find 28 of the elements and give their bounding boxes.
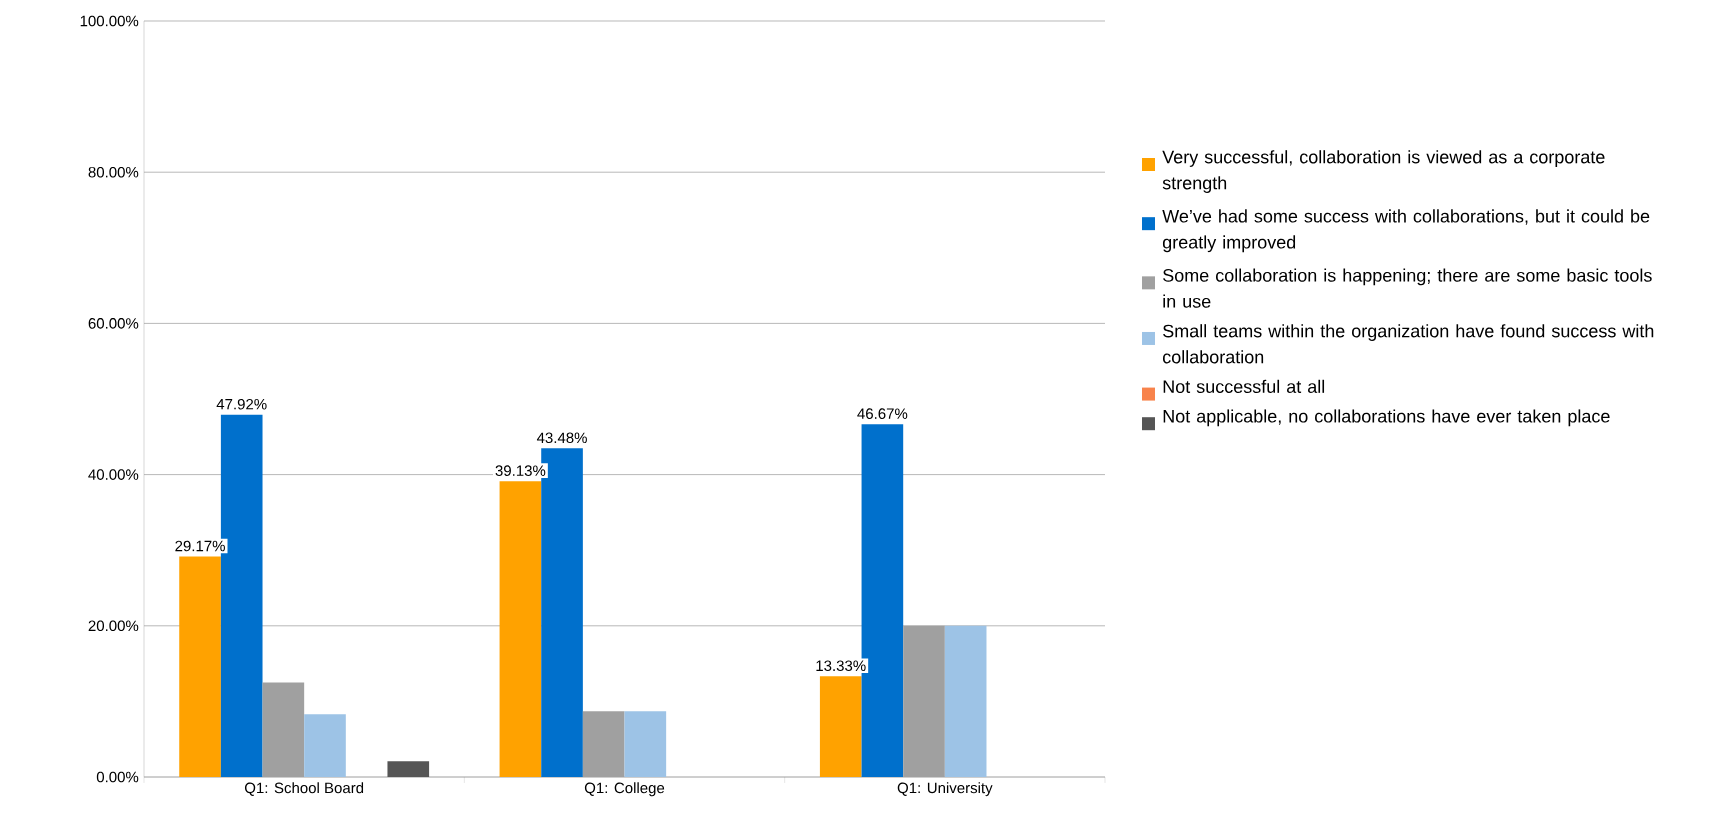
legend-label: We’ve had some success with collaborations, but it could be greatly improved xyxy=(1162,209,1650,253)
data-label: 46.67% xyxy=(857,408,908,419)
bar xyxy=(499,481,542,777)
legend-label: Small teams within the organization have found success with collaboration xyxy=(1162,324,1654,364)
y-tick-label: 80.00% xyxy=(88,166,139,178)
y-tick-label: 20.00% xyxy=(88,620,139,632)
y-tick-label: 0.00% xyxy=(96,771,139,783)
x-tick-label: Q1: University xyxy=(897,782,993,797)
data-label: 39.13% xyxy=(495,465,546,476)
bar xyxy=(819,676,862,777)
legend-label: Very successful, collaboration is viewed as a corporate strength xyxy=(1162,150,1605,193)
bar xyxy=(304,714,346,777)
data-label: 43.48% xyxy=(536,432,587,444)
legend-label: Some collaboration is happening; there are some basic tools in use xyxy=(1163,268,1652,308)
x-tick-label: Q1: School Board xyxy=(244,782,364,796)
data-label: 13.33% xyxy=(816,660,866,672)
bar xyxy=(624,711,667,777)
legend-label: Not successful at all xyxy=(1163,379,1325,393)
y-tick-label: 100.00% xyxy=(80,15,139,27)
x-tick-label: Q1: College xyxy=(584,782,665,797)
y-tick-label: 60.00% xyxy=(88,318,139,329)
bar xyxy=(944,625,987,777)
legend-label: Not applicable, no collaborations have ever taken place xyxy=(1163,409,1610,427)
y-tick-label: 40.00% xyxy=(88,469,139,480)
bar xyxy=(387,761,430,777)
data-label: 47.92% xyxy=(216,398,267,410)
bar xyxy=(179,556,221,777)
data-label: 29.17% xyxy=(175,540,225,552)
